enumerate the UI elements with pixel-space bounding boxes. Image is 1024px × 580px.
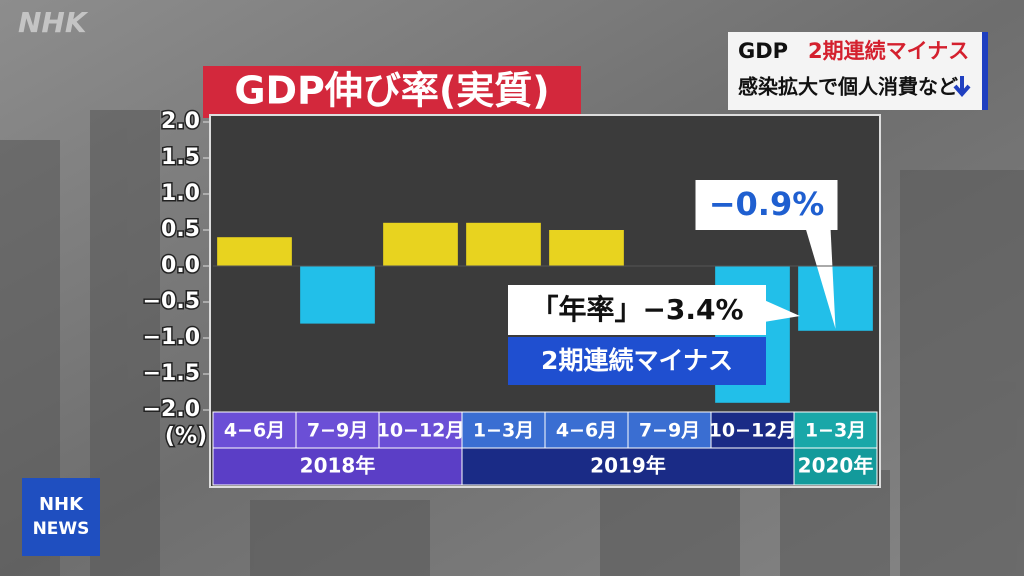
y-tick-label: −1.0 — [143, 325, 200, 350]
bar — [549, 230, 624, 266]
year-cell — [212, 447, 463, 486]
callout-pointer — [805, 228, 836, 329]
y-unit: (%) — [165, 424, 207, 449]
watermark: NHK — [18, 6, 89, 39]
bar — [300, 266, 375, 324]
title-box — [203, 66, 581, 118]
value-label-box — [695, 180, 838, 230]
badge-news: NEWS — [33, 519, 90, 539]
bar — [798, 266, 873, 331]
x-tick-label: 4−6月 — [556, 420, 617, 442]
category-cell — [378, 411, 463, 449]
year-label: 2019年 — [590, 454, 666, 478]
headline-highlight: 2期連続マイナス — [808, 39, 969, 63]
x-tick-label: 10−12月 — [709, 420, 797, 442]
bar — [217, 237, 292, 266]
annotation: 「年率」−3.4% — [530, 293, 743, 326]
y-tick-label: 1.5 — [161, 145, 200, 170]
x-tick-label: 1−3月 — [473, 420, 534, 442]
down-arrow — [953, 76, 971, 98]
year-label: 2020年 — [798, 454, 874, 478]
headline-edge — [982, 32, 988, 110]
x-tick-label: 7−9月 — [307, 420, 368, 442]
value-label: −0.9% — [709, 185, 825, 223]
bar — [466, 222, 541, 266]
category-cell — [295, 411, 380, 449]
x-tick-label: 10−12月 — [377, 420, 465, 442]
news-badge — [22, 478, 100, 556]
annotation-pointer — [764, 300, 800, 322]
city-buildings — [0, 110, 1024, 576]
y-tick-label: 1.0 — [161, 181, 200, 206]
headline-subline: 感染拡大で個人消費など — [738, 75, 958, 99]
x-tick-label: 7−9月 — [639, 420, 700, 442]
y-tick-label: −0.5 — [143, 289, 200, 314]
year-label: 2018年 — [300, 454, 376, 478]
y-tick-label: 0.5 — [161, 217, 200, 242]
headline-box — [728, 32, 986, 110]
x-tick-label: 4−6月 — [224, 420, 285, 442]
y-tick-label: −2.0 — [143, 397, 200, 422]
badge-nhk: NHK — [39, 494, 84, 515]
annotation-box-blue — [508, 337, 766, 385]
chart-title: GDP伸び率(実質) — [234, 69, 549, 113]
category-cell — [793, 411, 878, 449]
y-tick-label: 0.0 — [161, 253, 200, 278]
bar — [383, 222, 458, 266]
year-cell — [793, 447, 878, 486]
annotation: 2期連続マイナス — [541, 346, 733, 375]
headline-prefix: GDP — [738, 39, 788, 63]
y-tick-label: 2.0 — [161, 109, 200, 134]
annotation-box — [508, 285, 766, 335]
y-tick-label: −1.5 — [143, 361, 200, 386]
x-tick-label: 1−3月 — [805, 420, 866, 442]
